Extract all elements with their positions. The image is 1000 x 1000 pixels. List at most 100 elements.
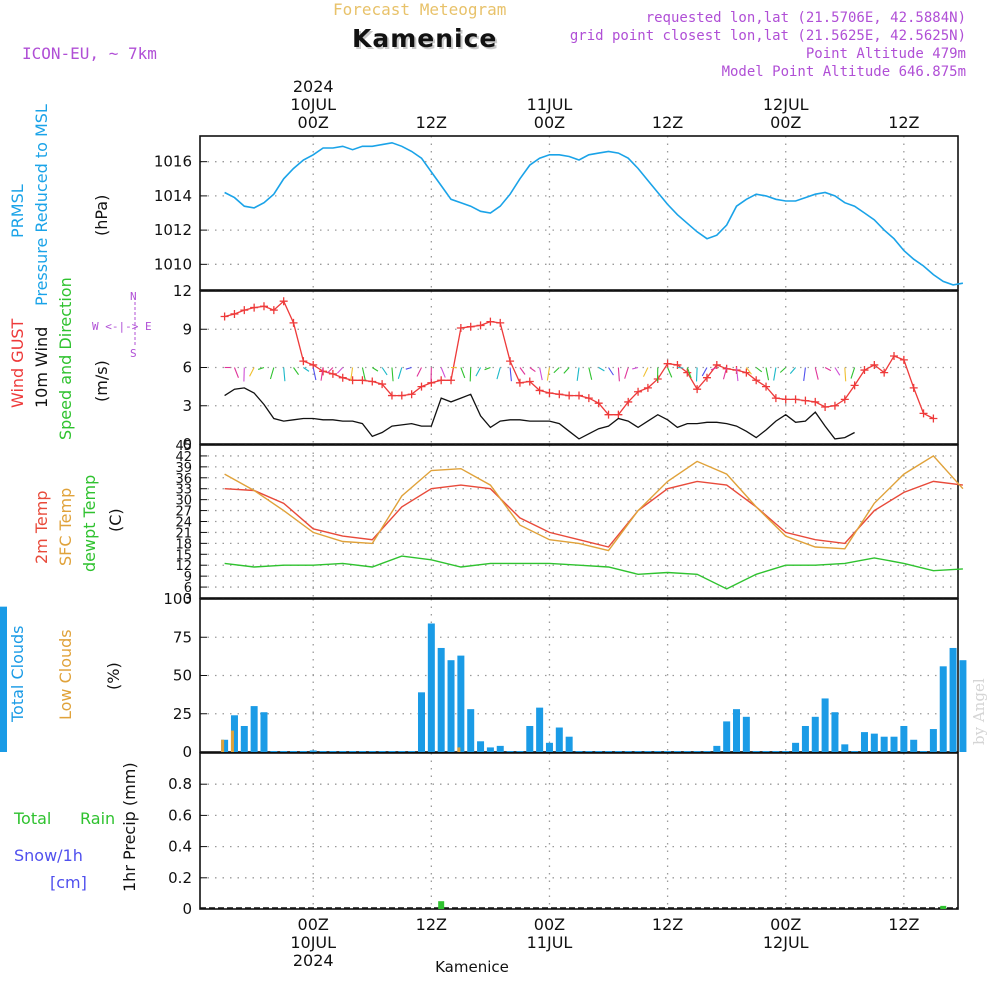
wind-gust-marker <box>929 414 938 423</box>
total-cloud-bar <box>250 706 258 752</box>
y-tick-label: 0 <box>182 435 192 453</box>
wind-gust-marker <box>279 297 288 306</box>
wind-gust-marker <box>604 410 613 419</box>
total-cloud-bar <box>831 712 839 752</box>
wind-gust-marker <box>230 309 239 318</box>
model-label: ICON-EU, ~ 7km <box>22 44 157 63</box>
wind-direction-arrow <box>850 367 856 379</box>
wind-direction-arrow <box>519 367 526 375</box>
wind-gust-marker <box>594 399 603 408</box>
bottom-hour-label: 12Z <box>416 915 447 934</box>
y-tick-label: 15 <box>175 548 192 563</box>
total-cloud-bar <box>841 744 849 752</box>
wind-gust-marker <box>584 394 593 403</box>
panel-frame <box>199 752 959 910</box>
wind-direction-arrow <box>624 367 629 379</box>
wind-direction-arrow <box>701 367 708 377</box>
wind-gust-marker <box>466 322 475 331</box>
wind-gust-marker <box>378 380 387 389</box>
total-cloud-bar <box>240 725 248 752</box>
top-hour-label: 12Z <box>416 113 447 132</box>
wind-gust-marker <box>693 385 702 394</box>
compass-north-label: N <box>130 290 137 303</box>
y-tick-label: 75 <box>173 628 192 646</box>
top-hour-label: 00Z <box>770 113 801 132</box>
total-cloud-bar <box>555 727 563 752</box>
wind-gust-marker <box>358 376 367 385</box>
wind-direction-arrow <box>475 367 482 377</box>
total-cloud-bar <box>910 739 918 752</box>
y-tick-label: 1016 <box>154 153 192 171</box>
wind-gust-marker <box>840 395 849 404</box>
wind-direction-arrow <box>416 367 422 377</box>
requested-location: requested lon,lat (21.5706E, 42.5884N) <box>645 10 966 26</box>
wind-gust-marker <box>890 352 899 361</box>
wind-10m-line <box>224 387 855 440</box>
y-tick-label: 18 <box>175 537 192 552</box>
wind-gust-marker <box>614 410 623 419</box>
wind-direction-arrow <box>773 367 777 381</box>
wind-gust-marker <box>476 321 485 330</box>
wind-gust-marker <box>387 391 396 400</box>
wind-gust-marker <box>643 383 652 392</box>
precip-snow-unit-label: [cm] <box>50 873 87 892</box>
y-tick-label: 1012 <box>154 221 192 239</box>
wind-direction-arrow <box>710 366 718 371</box>
bottom-year-label: 2024 <box>293 951 334 970</box>
wind-gust-marker <box>545 389 554 397</box>
wind-gust-marker <box>801 396 810 405</box>
wind-gust-marker <box>535 386 544 395</box>
wind-gust-marker <box>575 391 583 400</box>
wind-direction-arrow <box>460 367 466 379</box>
total-cloud-bar <box>959 660 967 752</box>
wind-direction-arrow <box>283 367 286 382</box>
total-cloud-bar <box>723 721 731 752</box>
wind-direction-arrow <box>233 367 239 378</box>
low-cloud-bar <box>457 747 461 752</box>
wind-direction-arrow <box>539 367 543 381</box>
wind-direction-arrow <box>303 367 310 372</box>
y-tick-label: 27 <box>175 505 192 520</box>
total-cloud-bar <box>467 709 475 752</box>
wind-gust-marker <box>407 390 416 399</box>
y-tick-label: 1010 <box>154 255 192 273</box>
wind-gust-marker <box>289 318 298 327</box>
top-hour-label: 12Z <box>652 113 683 132</box>
wind-direction-arrow <box>350 367 354 381</box>
total-cloud-bar <box>417 692 425 752</box>
bottom-hour-label: 00Z <box>298 915 329 934</box>
wind-direction-arrow <box>844 367 847 382</box>
precip-rain-label: Rain <box>80 809 116 828</box>
wind-gust-marker <box>870 360 879 369</box>
total-cloud-bar <box>929 729 937 752</box>
y-tick-label: 6 <box>182 359 192 377</box>
wind-direction-arrow <box>563 367 570 374</box>
wind-direction-arrow <box>722 367 728 380</box>
wind-gust-marker <box>250 303 259 312</box>
wind-gust-marker <box>506 357 515 366</box>
wind-gust-marker <box>624 397 633 406</box>
wind-gust-marker <box>634 387 643 396</box>
y-tick-label: 33 <box>175 483 192 498</box>
wind-gust-marker <box>456 323 465 332</box>
wind-gust-marker <box>368 377 377 386</box>
y-tick-label: 42 <box>175 450 192 465</box>
total-cloud-bar <box>742 716 750 752</box>
y-tick-label: 9 <box>184 570 192 585</box>
wind-direction-arrow <box>320 367 324 381</box>
precip-total-label: Total <box>14 809 52 828</box>
wind-gust-marker <box>821 403 830 412</box>
t2m-line <box>224 480 963 548</box>
top-hour-label: 00Z <box>298 113 329 132</box>
y-tick-label: 3 <box>184 592 192 607</box>
total-cloud-bar <box>821 698 829 752</box>
wind-gust-marker <box>555 390 564 399</box>
wind-direction-arrow <box>735 367 739 382</box>
rain-bar <box>438 901 445 909</box>
panel-frame <box>199 135 959 291</box>
wind-gust-marker <box>663 359 672 368</box>
wind-gust-marker <box>742 368 751 377</box>
bottom-hour-label: 00Z <box>534 915 565 934</box>
wind-gust-marker <box>328 369 337 378</box>
wind-gust-marker <box>437 376 446 385</box>
